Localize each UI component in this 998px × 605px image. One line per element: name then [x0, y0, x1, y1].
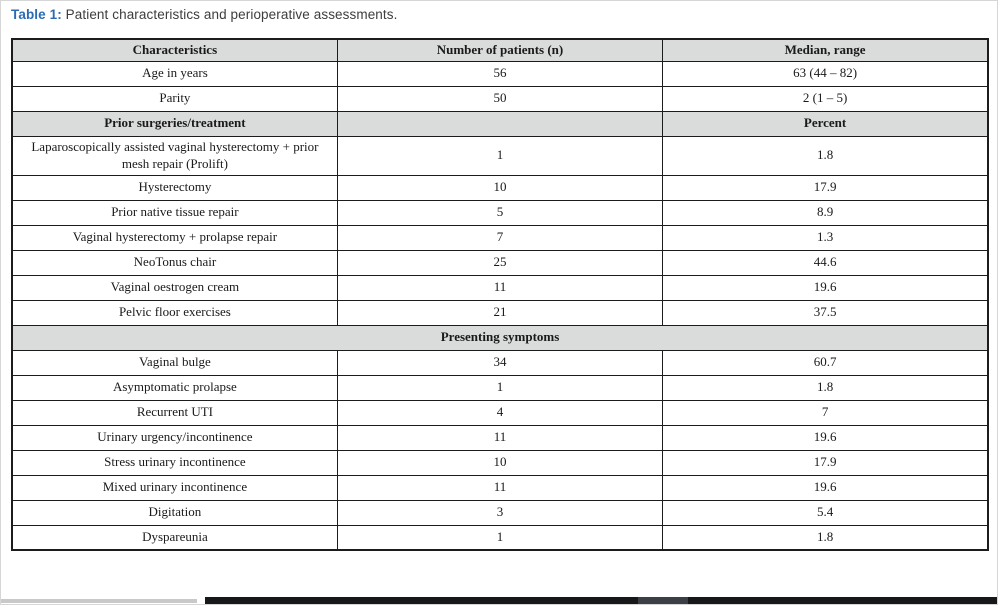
table-row: Recurrent UTI 4 7	[11, 399, 989, 426]
table-cell: Dyspareunia	[11, 524, 338, 551]
patient-characteristics-table: Characteristics Number of patients (n) M…	[11, 38, 989, 552]
table-cell: Digitation	[11, 499, 338, 526]
cropped-next-element-edge	[205, 597, 997, 604]
table-cell: Recurrent UTI	[11, 399, 338, 426]
table-cell: 19.6	[662, 474, 989, 501]
table-row: Dyspareunia 1 1.8	[11, 524, 989, 551]
table-cell: Prior native tissue repair	[11, 199, 338, 226]
table-row: Parity 50 2 (1 – 5)	[11, 85, 989, 112]
table-cell: Stress urinary incontinence	[11, 449, 338, 476]
table-cell: Pelvic floor exercises	[11, 299, 338, 326]
table-cell: Asymptomatic prolapse	[11, 374, 338, 401]
table-cell: Mixed urinary incontinence	[11, 474, 338, 501]
table-cell: 34	[336, 349, 664, 376]
table-cell: Laparoscopically assisted vaginal hyster…	[11, 135, 338, 176]
table-caption-label: Table 1:	[11, 7, 62, 22]
table-row: Urinary urgency/incontinence 11 19.6	[11, 424, 989, 451]
table-row: Mixed urinary incontinence 11 19.6	[11, 474, 989, 501]
table-body: Age in years 56 63 (44 – 82) Parity 50 2 (1 –…	[11, 60, 989, 551]
table-cell: 10	[336, 174, 664, 201]
table-cell: Vaginal hysterectomy + prolapse repair	[11, 224, 338, 251]
table-cell: Prior surgeries/treatment	[11, 110, 338, 137]
table-row: Vaginal bulge 34 60.7	[11, 349, 989, 376]
table-cell: 1.8	[662, 135, 989, 176]
table-header-row: Characteristics Number of patients (n) M…	[11, 38, 989, 62]
table-cell: 4	[336, 399, 664, 426]
cropped-next-element-gap	[638, 597, 688, 604]
table-row: Digitation 3 5.4	[11, 499, 989, 526]
table-cell: 19.6	[662, 274, 989, 301]
table-row: Vaginal oestrogen cream 11 19.6	[11, 274, 989, 301]
table-cell: 5.4	[662, 499, 989, 526]
table-cell: 7	[336, 224, 664, 251]
table-row: Laparoscopically assisted vaginal hyster…	[11, 135, 989, 176]
cropped-bottom-gray-strip	[1, 599, 197, 603]
table-row: Asymptomatic prolapse 1 1.8	[11, 374, 989, 401]
table-cell: 10	[336, 449, 664, 476]
table-cell: 19.6	[662, 424, 989, 451]
column-header-characteristics: Characteristics	[11, 38, 338, 62]
table-cell: Age in years	[11, 60, 338, 87]
table-cell: 1	[336, 135, 664, 176]
table-cell: 25	[336, 249, 664, 276]
table-cell: 17.9	[662, 174, 989, 201]
section-label: Presenting symptoms	[11, 324, 989, 351]
table-row: Pelvic floor exercises 21 37.5	[11, 299, 989, 326]
column-header-number-of-patients: Number of patients (n)	[336, 38, 664, 62]
table-cell: Vaginal bulge	[11, 349, 338, 376]
table-row: NeoTonus chair 25 44.6	[11, 249, 989, 276]
table-cell: 1.3	[662, 224, 989, 251]
table-cell: 11	[336, 274, 664, 301]
table-cell: Vaginal oestrogen cream	[11, 274, 338, 301]
table-cell: 63 (44 – 82)	[662, 60, 989, 87]
column-header-median-range: Median, range	[662, 38, 989, 62]
table-cell: 1	[336, 524, 664, 551]
table-cell: 11	[336, 474, 664, 501]
table-cell: 11	[336, 424, 664, 451]
table-cell: 50	[336, 85, 664, 112]
table-cell: 5	[336, 199, 664, 226]
table-cell: 37.5	[662, 299, 989, 326]
table-cell: Parity	[11, 85, 338, 112]
table-cell: Urinary urgency/incontinence	[11, 424, 338, 451]
table-cell: 1	[336, 374, 664, 401]
table-cell: Percent	[662, 110, 989, 137]
table-cell: 7	[662, 399, 989, 426]
subheader-row: Prior surgeries/treatment Percent	[11, 110, 989, 137]
table-cell: 1.8	[662, 524, 989, 551]
table-cell: 44.6	[662, 249, 989, 276]
section-row: Presenting symptoms	[11, 324, 989, 351]
table-caption: Table 1: Patient characteristics and per…	[11, 7, 397, 22]
table-row: Vaginal hysterectomy + prolapse repair 7 1…	[11, 224, 989, 251]
table-row: Age in years 56 63 (44 – 82)	[11, 60, 989, 87]
table-cell: 17.9	[662, 449, 989, 476]
table-cell	[336, 110, 664, 137]
table-row: Prior native tissue repair 5 8.9	[11, 199, 989, 226]
table-cell: 1.8	[662, 374, 989, 401]
table-cell: NeoTonus chair	[11, 249, 338, 276]
table-cell: 2 (1 – 5)	[662, 85, 989, 112]
table-cell: 60.7	[662, 349, 989, 376]
table-cell: Hysterectomy	[11, 174, 338, 201]
table-cell: 21	[336, 299, 664, 326]
table-cell: 3	[336, 499, 664, 526]
table-caption-text: Patient characteristics and perioperativ…	[61, 7, 398, 22]
table-cell: 56	[336, 60, 664, 87]
table-row: Stress urinary incontinence 10 17.9	[11, 449, 989, 476]
table-cell: 8.9	[662, 199, 989, 226]
table-row: Hysterectomy 10 17.9	[11, 174, 989, 201]
